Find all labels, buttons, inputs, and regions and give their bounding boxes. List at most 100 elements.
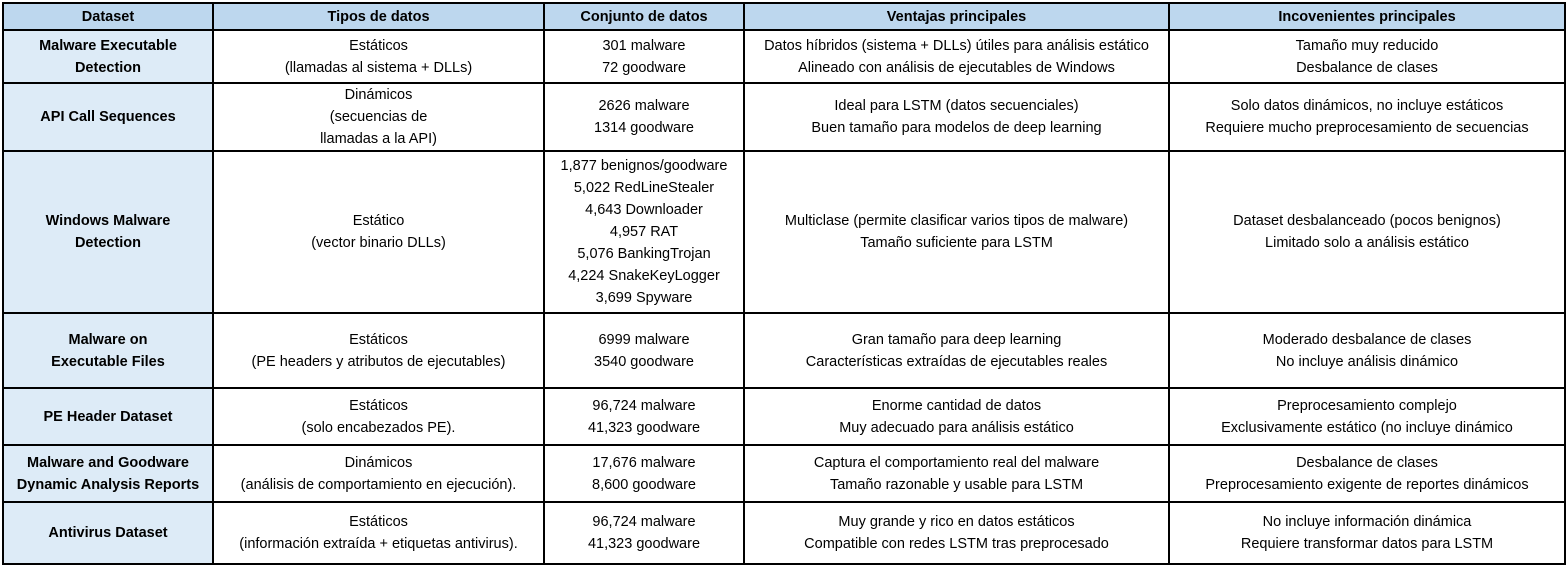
data-type-line: (información extraída + etiquetas antivi…	[239, 536, 518, 552]
drawback-line: No incluye información dinámica	[1262, 514, 1472, 530]
advantages-cell: Gran tamaño para deep learning Caracterí…	[743, 312, 1170, 389]
drawbacks-cell: Desbalance de clases Preprocesamiento ex…	[1168, 444, 1566, 503]
table-row: Antivirus Dataset Estáticos (información…	[2, 501, 1566, 565]
dataset-size-cell: 301 malware 72 goodware	[543, 29, 745, 84]
advantage-line: Buen tamaño para modelos de deep learnin…	[811, 120, 1102, 136]
data-type-line: Dinámicos	[344, 87, 413, 103]
header-ventajas: Ventajas principales	[743, 2, 1170, 31]
data-type-cell: Estáticos (PE headers y atributos de eje…	[212, 312, 545, 389]
dataset-size-line: 2626 malware	[598, 98, 690, 114]
table-row: Malware Executable Detection Estáticos (…	[2, 29, 1566, 84]
drawbacks-cell: Preprocesamiento complejo Exclusivamente…	[1168, 387, 1566, 446]
advantages-cell: Ideal para LSTM (datos secuenciales) Bue…	[743, 82, 1170, 152]
table-row: API Call Sequences Dinámicos (secuencias…	[2, 82, 1566, 152]
table-row: PE Header Dataset Estáticos (solo encabe…	[2, 387, 1566, 446]
advantage-line: Tamaño razonable y usable para LSTM	[829, 476, 1084, 493]
drawback-line: Desbalance de clases	[1296, 454, 1438, 471]
advantage-line: Alineado con análisis de ejecutables de …	[798, 59, 1115, 76]
dataset-name-line: Malware and Goodware	[27, 454, 189, 471]
dataset-size-line: 4,957 RAT	[609, 224, 679, 240]
advantages-cell: Muy grande y rico en datos estáticos Com…	[743, 501, 1170, 565]
dataset-name-line: Detection	[74, 59, 142, 76]
dataset-size-line: 6999 malware	[598, 331, 690, 348]
drawback-line: No incluye análisis dinámico	[1275, 353, 1459, 370]
dataset-name-line: PE Header Dataset	[43, 408, 173, 425]
data-type-line: Estático	[352, 213, 405, 229]
table-row: Windows Malware Detection Estático (vect…	[2, 150, 1566, 314]
advantage-line: Compatible con redes LSTM tras preproces…	[804, 536, 1109, 552]
dataset-size-line: 72 goodware	[602, 59, 686, 76]
advantage-line: Enorme cantidad de datos	[871, 397, 1042, 414]
drawback-line: Tamaño muy reducido	[1295, 37, 1439, 54]
dataset-size-line: 4,643 Downloader	[585, 202, 703, 218]
advantages-cell: Datos híbridos (sistema + DLLs) útiles p…	[743, 29, 1170, 84]
header-row: Dataset Tipos de datos Conjunto de datos…	[2, 2, 1566, 31]
drawback-line: Preprocesamiento complejo	[1277, 397, 1457, 414]
dataset-name-line: Executable Files	[51, 353, 165, 370]
dataset-size-line: 3,699 Spyware	[595, 290, 693, 306]
header-tipos-de-datos: Tipos de datos	[212, 2, 545, 31]
drawback-line: Solo datos dinámicos, no incluye estátic…	[1230, 98, 1504, 114]
table-row: Malware on Executable Files Estáticos (P…	[2, 312, 1566, 389]
table-row: Malware and Goodware Dynamic Analysis Re…	[2, 444, 1566, 503]
dataset-size-line: 96,724 malware	[592, 397, 696, 414]
dataset-name-line: Malware on	[68, 331, 148, 348]
data-type-cell: Dinámicos (análisis de comportamiento en…	[212, 444, 545, 503]
drawback-line: Exclusivamente estático (no incluye diná…	[1221, 419, 1513, 436]
drawbacks-cell: Dataset desbalanceado (pocos benignos) L…	[1168, 150, 1566, 314]
data-type-line: (análisis de comportamiento en ejecución…	[240, 476, 517, 493]
advantage-line: Captura el comportamiento real del malwa…	[813, 454, 1100, 471]
advantages-cell: Captura el comportamiento real del malwa…	[743, 444, 1170, 503]
advantages-cell: Multiclase (permite clasificar varios ti…	[743, 150, 1170, 314]
data-type-line: (solo encabezados PE).	[301, 419, 456, 436]
advantage-line: Tamaño suficiente para LSTM	[860, 235, 1053, 251]
data-type-line: (secuencias de	[329, 109, 428, 125]
dataset-size-cell: 17,676 malware 8,600 goodware	[543, 444, 745, 503]
data-type-cell: Estáticos (información extraída + etique…	[212, 501, 545, 565]
dataset-name-line: Windows Malware	[45, 213, 171, 229]
dataset-size-line: 1,877 benignos/goodware	[560, 158, 728, 174]
dataset-size-line: 3540 goodware	[594, 353, 694, 370]
advantage-line: Muy grande y rico en datos estáticos	[838, 514, 1075, 530]
drawbacks-cell: Moderado desbalance de clases No incluye…	[1168, 312, 1566, 389]
data-type-cell: Dinámicos (secuencias de llamadas a la A…	[212, 82, 545, 152]
dataset-size-line: 8,600 goodware	[592, 476, 696, 493]
dataset-size-cell: 96,724 malware 41,323 goodware	[543, 501, 745, 565]
dataset-cell: PE Header Dataset	[2, 387, 214, 446]
header-inconvenientes: Incovenientes principales	[1168, 2, 1566, 31]
dataset-name-line: Antivirus Dataset	[48, 525, 168, 541]
drawback-line: Moderado desbalance de clases	[1262, 331, 1472, 348]
dataset-size-line: 5,022 RedLineStealer	[573, 180, 715, 196]
dataset-name-line: API Call Sequences	[40, 109, 176, 125]
dataset-size-line: 5,076 BankingTrojan	[577, 246, 711, 262]
data-type-line: llamadas a la API)	[320, 131, 437, 147]
advantage-line: Características extraídas de ejecutables…	[805, 353, 1108, 370]
data-type-cell: Estático (vector binario DLLs)	[212, 150, 545, 314]
advantage-line: Gran tamaño para deep learning	[851, 331, 1062, 348]
advantages-cell: Enorme cantidad de datos Muy adecuado pa…	[743, 387, 1170, 446]
dataset-size-line: 41,323 goodware	[587, 419, 701, 436]
data-type-line: Estáticos	[349, 331, 408, 348]
data-type-line: (PE headers y atributos de ejecutables)	[251, 353, 506, 370]
header-conjunto-de-datos: Conjunto de datos	[543, 2, 745, 31]
dataset-size-line: 96,724 malware	[592, 514, 696, 530]
dataset-size-cell: 96,724 malware 41,323 goodware	[543, 387, 745, 446]
dataset-size-line: 301 malware	[602, 37, 686, 54]
data-type-line: Estáticos	[349, 514, 408, 530]
data-type-line: Dinámicos	[344, 454, 413, 471]
dataset-cell: Windows Malware Detection	[2, 150, 214, 314]
data-type-cell: Estáticos (llamadas al sistema + DLLs)	[212, 29, 545, 84]
drawback-line: Requiere mucho preprocesamiento de secue…	[1205, 120, 1529, 136]
dataset-size-cell: 2626 malware 1314 goodware	[543, 82, 745, 152]
drawbacks-cell: No incluye información dinámica Requiere…	[1168, 501, 1566, 565]
data-type-line: (llamadas al sistema + DLLs)	[284, 59, 473, 76]
data-type-line: (vector binario DLLs)	[311, 235, 446, 251]
dataset-cell: Antivirus Dataset	[2, 501, 214, 565]
drawback-line: Dataset desbalanceado (pocos benignos)	[1233, 213, 1501, 229]
advantage-line: Datos híbridos (sistema + DLLs) útiles p…	[764, 37, 1149, 54]
dataset-cell: Malware and Goodware Dynamic Analysis Re…	[2, 444, 214, 503]
dataset-name-line: Malware Executable	[39, 37, 177, 54]
data-type-cell: Estáticos (solo encabezados PE).	[212, 387, 545, 446]
dataset-name-line: Detection	[74, 235, 142, 251]
